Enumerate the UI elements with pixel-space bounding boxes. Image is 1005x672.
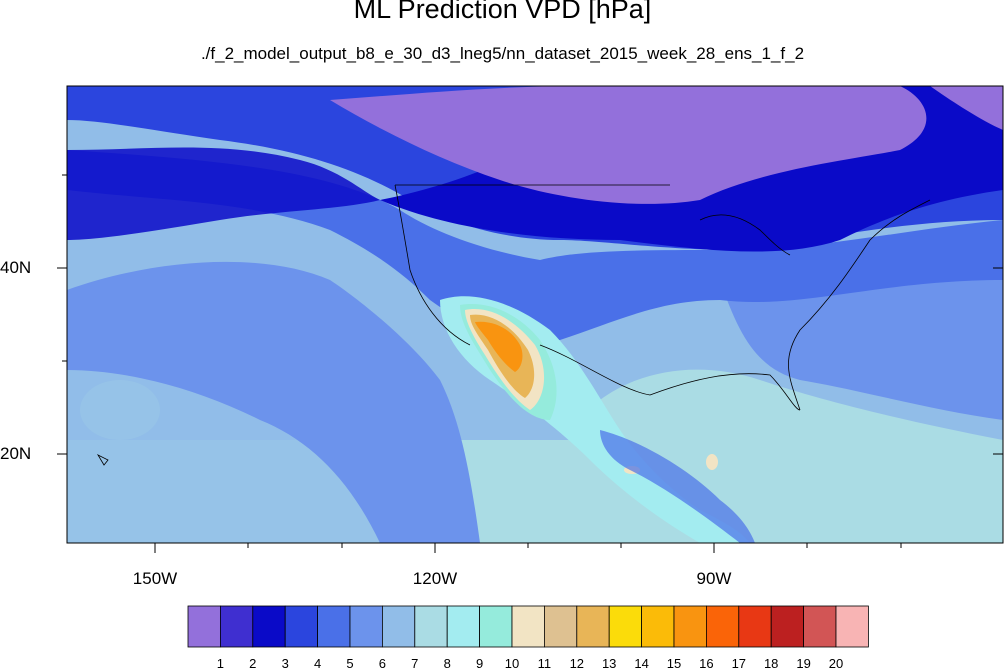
colorbar-swatch [608,605,643,648]
us-east-coast [788,199,931,411]
lon-label-90w: 90W [696,569,732,588]
lat-label-20n: 20N [0,444,32,463]
vpd-field [67,86,1003,543]
lon-label-120w: 120W [412,569,458,588]
colorbar-tick-label: 5 [346,656,354,671]
colorbar-swatch [219,605,254,648]
colorbar-tick-label: 19 [796,656,811,671]
colorbar-tick-label: 14 [634,656,649,671]
colorbar-swatch [187,605,221,648]
colorbar-swatch [803,605,837,648]
lat-label-40n: 40N [0,258,32,277]
colorbar-swatch [770,605,805,648]
us-gulf-coast [539,344,801,411]
colorbar-tick-label: 9 [475,656,484,671]
colorbar-tick-label: 12 [569,656,585,671]
colorbar-tick-label: 18 [763,656,779,671]
colorbar-swatch [576,605,610,648]
colorbar-tick-label: 11 [537,656,552,671]
colorbar-tick-label: 15 [666,656,682,671]
field-navy-northwest [67,147,380,240]
coastlines [96,184,931,466]
colorbar-tick-label: 20 [828,656,844,671]
colorbar-swatch [706,605,740,648]
map-subtitle: ./f_2_model_output_b8_e_30_d3_lneg5/nn_d… [200,44,805,63]
colorbar-swatch [414,605,448,648]
lon-label-150w: 150W [132,569,178,588]
colorbar-swatch [349,605,383,648]
us-west-coast [394,184,471,346]
colorbar-tick-label: 16 [699,656,714,671]
colorbar-tick-label: 13 [601,656,617,671]
axis-ticks [57,174,1003,553]
colorbar-tick-label: 8 [443,656,451,671]
colorbar-swatch [446,605,481,648]
field-purple-canada [330,86,927,204]
field-sw-orange [475,321,523,372]
colorbar-tick-label: 1 [216,656,224,671]
field-central-america-blue [600,430,755,543]
field-purple-ne [930,86,1003,130]
colorbar-tick-label: 4 [313,656,322,671]
field-pacific-lightblue [67,261,480,543]
colorbar-swatch [673,605,707,648]
colorbar-swatch [641,605,675,648]
map-frame [66,85,1004,544]
colorbar-swatch [284,605,319,648]
hawaii [96,454,109,466]
colorbar-swatch [738,605,772,648]
colorbar-swatch [317,605,351,648]
colorbar-tick-label: 2 [249,656,257,671]
colorbar-swatch [835,605,869,648]
colorbar-tick-label: 7 [411,656,419,671]
colorbar-swatch [544,605,578,648]
map-title: ML Prediction VPD [hPa] [353,0,652,24]
colorbar-swatch [479,605,513,648]
field-south-pale-band [67,360,400,543]
colorbar-tick-label: 17 [731,656,747,671]
colorbar [187,605,869,648]
field-spot-1 [706,454,718,470]
colorbar-tick-label: 6 [378,656,386,671]
colorbar-tick-label: 3 [281,656,289,671]
great-lakes [699,214,791,256]
colorbar-tick-label: 10 [504,656,520,671]
colorbar-swatch [381,605,416,648]
colorbar-swatch [511,605,545,648]
colorbar-swatch [252,605,286,648]
